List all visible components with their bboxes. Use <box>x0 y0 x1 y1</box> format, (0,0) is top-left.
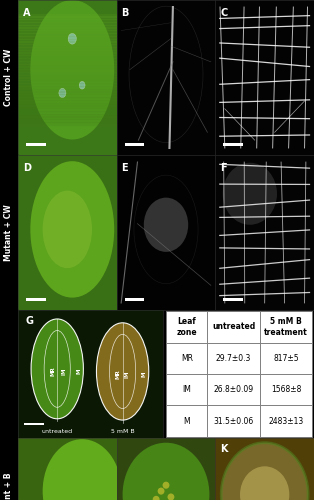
Text: untreated: untreated <box>212 322 255 332</box>
Ellipse shape <box>31 319 84 419</box>
Text: 26.8±0.09: 26.8±0.09 <box>214 385 254 394</box>
Text: 29.7±0.3: 29.7±0.3 <box>216 354 251 363</box>
Bar <box>125 143 144 146</box>
Ellipse shape <box>30 161 114 298</box>
Text: IM: IM <box>182 385 191 394</box>
Ellipse shape <box>59 88 66 98</box>
Text: Mutant + CW: Mutant + CW <box>4 204 14 261</box>
Ellipse shape <box>153 496 160 500</box>
Ellipse shape <box>223 163 277 225</box>
Bar <box>207 406 260 436</box>
Bar <box>26 143 46 146</box>
Bar <box>125 298 144 300</box>
Text: M: M <box>142 371 147 377</box>
Bar <box>260 406 312 436</box>
Bar <box>24 423 44 425</box>
Text: K: K <box>220 444 228 454</box>
Text: MR: MR <box>50 366 55 376</box>
Ellipse shape <box>79 82 85 89</box>
Bar <box>207 342 260 374</box>
Bar <box>166 374 207 406</box>
Bar <box>207 374 260 406</box>
Bar <box>166 312 207 342</box>
Text: Mutant + B: Mutant + B <box>4 473 14 500</box>
Text: G: G <box>25 316 33 326</box>
Text: D: D <box>23 163 31 173</box>
Ellipse shape <box>30 0 114 140</box>
Bar <box>260 312 312 342</box>
Ellipse shape <box>144 198 188 252</box>
Text: MR: MR <box>116 369 121 379</box>
Ellipse shape <box>96 323 149 420</box>
Text: 817±5: 817±5 <box>273 354 299 363</box>
Bar <box>166 406 207 436</box>
Text: IM: IM <box>124 370 129 378</box>
Bar <box>166 342 207 374</box>
Text: MR: MR <box>181 354 193 363</box>
Text: Control + CW: Control + CW <box>4 49 14 106</box>
Bar <box>223 298 243 300</box>
Text: 5 mM B
treatment: 5 mM B treatment <box>264 318 308 336</box>
Text: 2483±13: 2483±13 <box>268 416 304 426</box>
Ellipse shape <box>163 482 170 488</box>
Bar <box>207 312 260 342</box>
Text: H: H <box>168 314 176 324</box>
Text: F: F <box>220 163 227 173</box>
Bar <box>223 143 243 146</box>
Text: 31.5±0.06: 31.5±0.06 <box>214 416 254 426</box>
Text: IM: IM <box>62 368 67 375</box>
Text: M: M <box>183 416 190 426</box>
Bar <box>26 298 46 300</box>
Text: 5 mM B: 5 mM B <box>111 429 134 434</box>
Text: 1568±8: 1568±8 <box>271 385 301 394</box>
Ellipse shape <box>122 442 209 500</box>
Text: E: E <box>122 163 128 173</box>
Ellipse shape <box>240 466 289 500</box>
Bar <box>260 374 312 406</box>
Ellipse shape <box>43 439 122 500</box>
Bar <box>260 342 312 374</box>
Text: A: A <box>23 8 30 18</box>
Text: B: B <box>122 8 129 18</box>
Ellipse shape <box>158 488 165 494</box>
Ellipse shape <box>221 442 308 500</box>
Text: untreated: untreated <box>42 429 73 434</box>
Text: Leaf
zone: Leaf zone <box>176 318 197 336</box>
Ellipse shape <box>167 494 174 500</box>
Text: M: M <box>77 368 82 374</box>
Ellipse shape <box>68 34 76 44</box>
Ellipse shape <box>43 190 92 268</box>
Text: C: C <box>220 8 228 18</box>
